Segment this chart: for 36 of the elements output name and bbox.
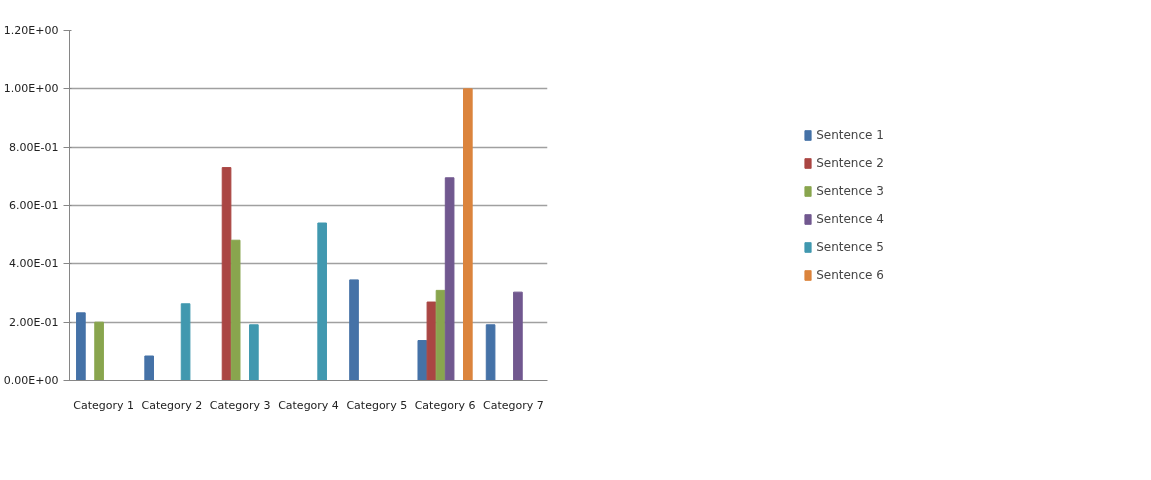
- x-tick-label: Category 5: [346, 398, 408, 412]
- bar: [230, 239, 241, 381]
- legend-label: Sentence 2: [816, 156, 884, 170]
- bar: [180, 303, 191, 381]
- y-tick-label: 0.00E+00: [3, 374, 59, 387]
- legend-label: Sentence 1: [816, 128, 884, 142]
- bar: [444, 177, 455, 381]
- bar: [417, 340, 428, 381]
- y-tick-label: 8.00E-01: [9, 140, 59, 154]
- bar: [249, 324, 259, 381]
- bar: [463, 88, 473, 381]
- y-tick-label: 6.00E-01: [9, 199, 59, 212]
- x-tick-label: Category 6: [414, 398, 476, 412]
- bar: [221, 167, 232, 381]
- y-tick-label: 1.20E+00: [3, 24, 59, 37]
- bar: [94, 321, 104, 381]
- legend-label: Sentence 4: [816, 212, 884, 226]
- bar: [144, 355, 154, 381]
- x-tick-label: Category 2: [141, 398, 203, 412]
- bar: [485, 324, 496, 381]
- bar: [426, 301, 437, 381]
- x-tick-label: Category 4: [278, 398, 339, 412]
- bar: [349, 279, 359, 381]
- y-tick-label: 1.00E+00: [3, 82, 59, 96]
- y-tick-label: 4.00E-01: [9, 257, 59, 271]
- x-tick-label: Category 1: [73, 398, 135, 412]
- legend-label: Sentence 6: [816, 268, 884, 282]
- bar: [317, 222, 327, 381]
- legend-label: Sentence 5: [816, 240, 884, 254]
- legend-label: Sentence 3: [816, 184, 884, 198]
- x-tick-label: Category 7: [482, 398, 544, 412]
- x-tick-label: Category 3: [209, 398, 271, 412]
- bar: [513, 291, 523, 381]
- bar: [435, 289, 446, 381]
- bar: [76, 312, 86, 381]
- y-tick-label: 2.00E-01: [9, 315, 59, 329]
